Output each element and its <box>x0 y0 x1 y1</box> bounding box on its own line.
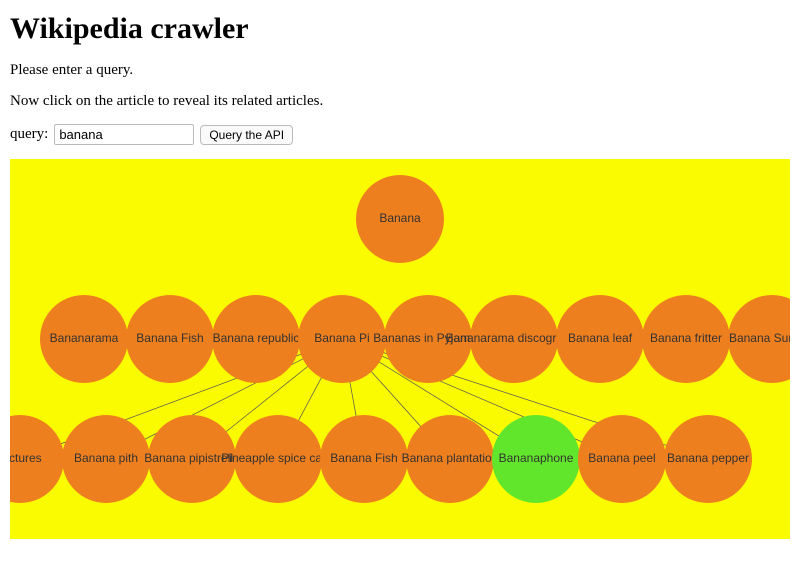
graph-node-bananarama[interactable]: Bananarama <box>40 295 128 383</box>
query-form: query: Query the API <box>10 124 790 145</box>
graph-node-banana-pi[interactable]: Banana Pi <box>298 295 386 383</box>
graph-node-banana-fish-2[interactable]: Banana Fish <box>320 415 408 503</box>
graph-node-banana-pepper[interactable]: Banana pepper <box>664 415 752 503</box>
graph-node-banana-leaf[interactable]: Banana leaf <box>556 295 644 383</box>
graph-node-banana-fish[interactable]: Banana Fish <box>126 295 214 383</box>
graph-node-banana-peel[interactable]: Banana peel <box>578 415 666 503</box>
instruction-text-1: Please enter a query. <box>10 62 790 79</box>
query-label: query: <box>10 126 48 143</box>
graph-node-banana-fritter[interactable]: Banana fritter <box>642 295 730 383</box>
query-button[interactable]: Query the API <box>200 125 293 145</box>
graph-canvas: BananaBananaramaBanana FishBanana republ… <box>10 159 790 539</box>
query-input[interactable] <box>54 124 194 145</box>
graph-node-banana[interactable]: Banana <box>356 175 444 263</box>
graph-node-banana-republic[interactable]: Banana republic <box>212 295 300 383</box>
graph-node-banana-pith[interactable]: Banana pith <box>62 415 150 503</box>
page-title: Wikipedia crawler <box>10 12 790 46</box>
instruction-text-2: Now click on the article to reveal its r… <box>10 93 790 110</box>
graph-node-bananaphone[interactable]: Bananaphone <box>492 415 580 503</box>
